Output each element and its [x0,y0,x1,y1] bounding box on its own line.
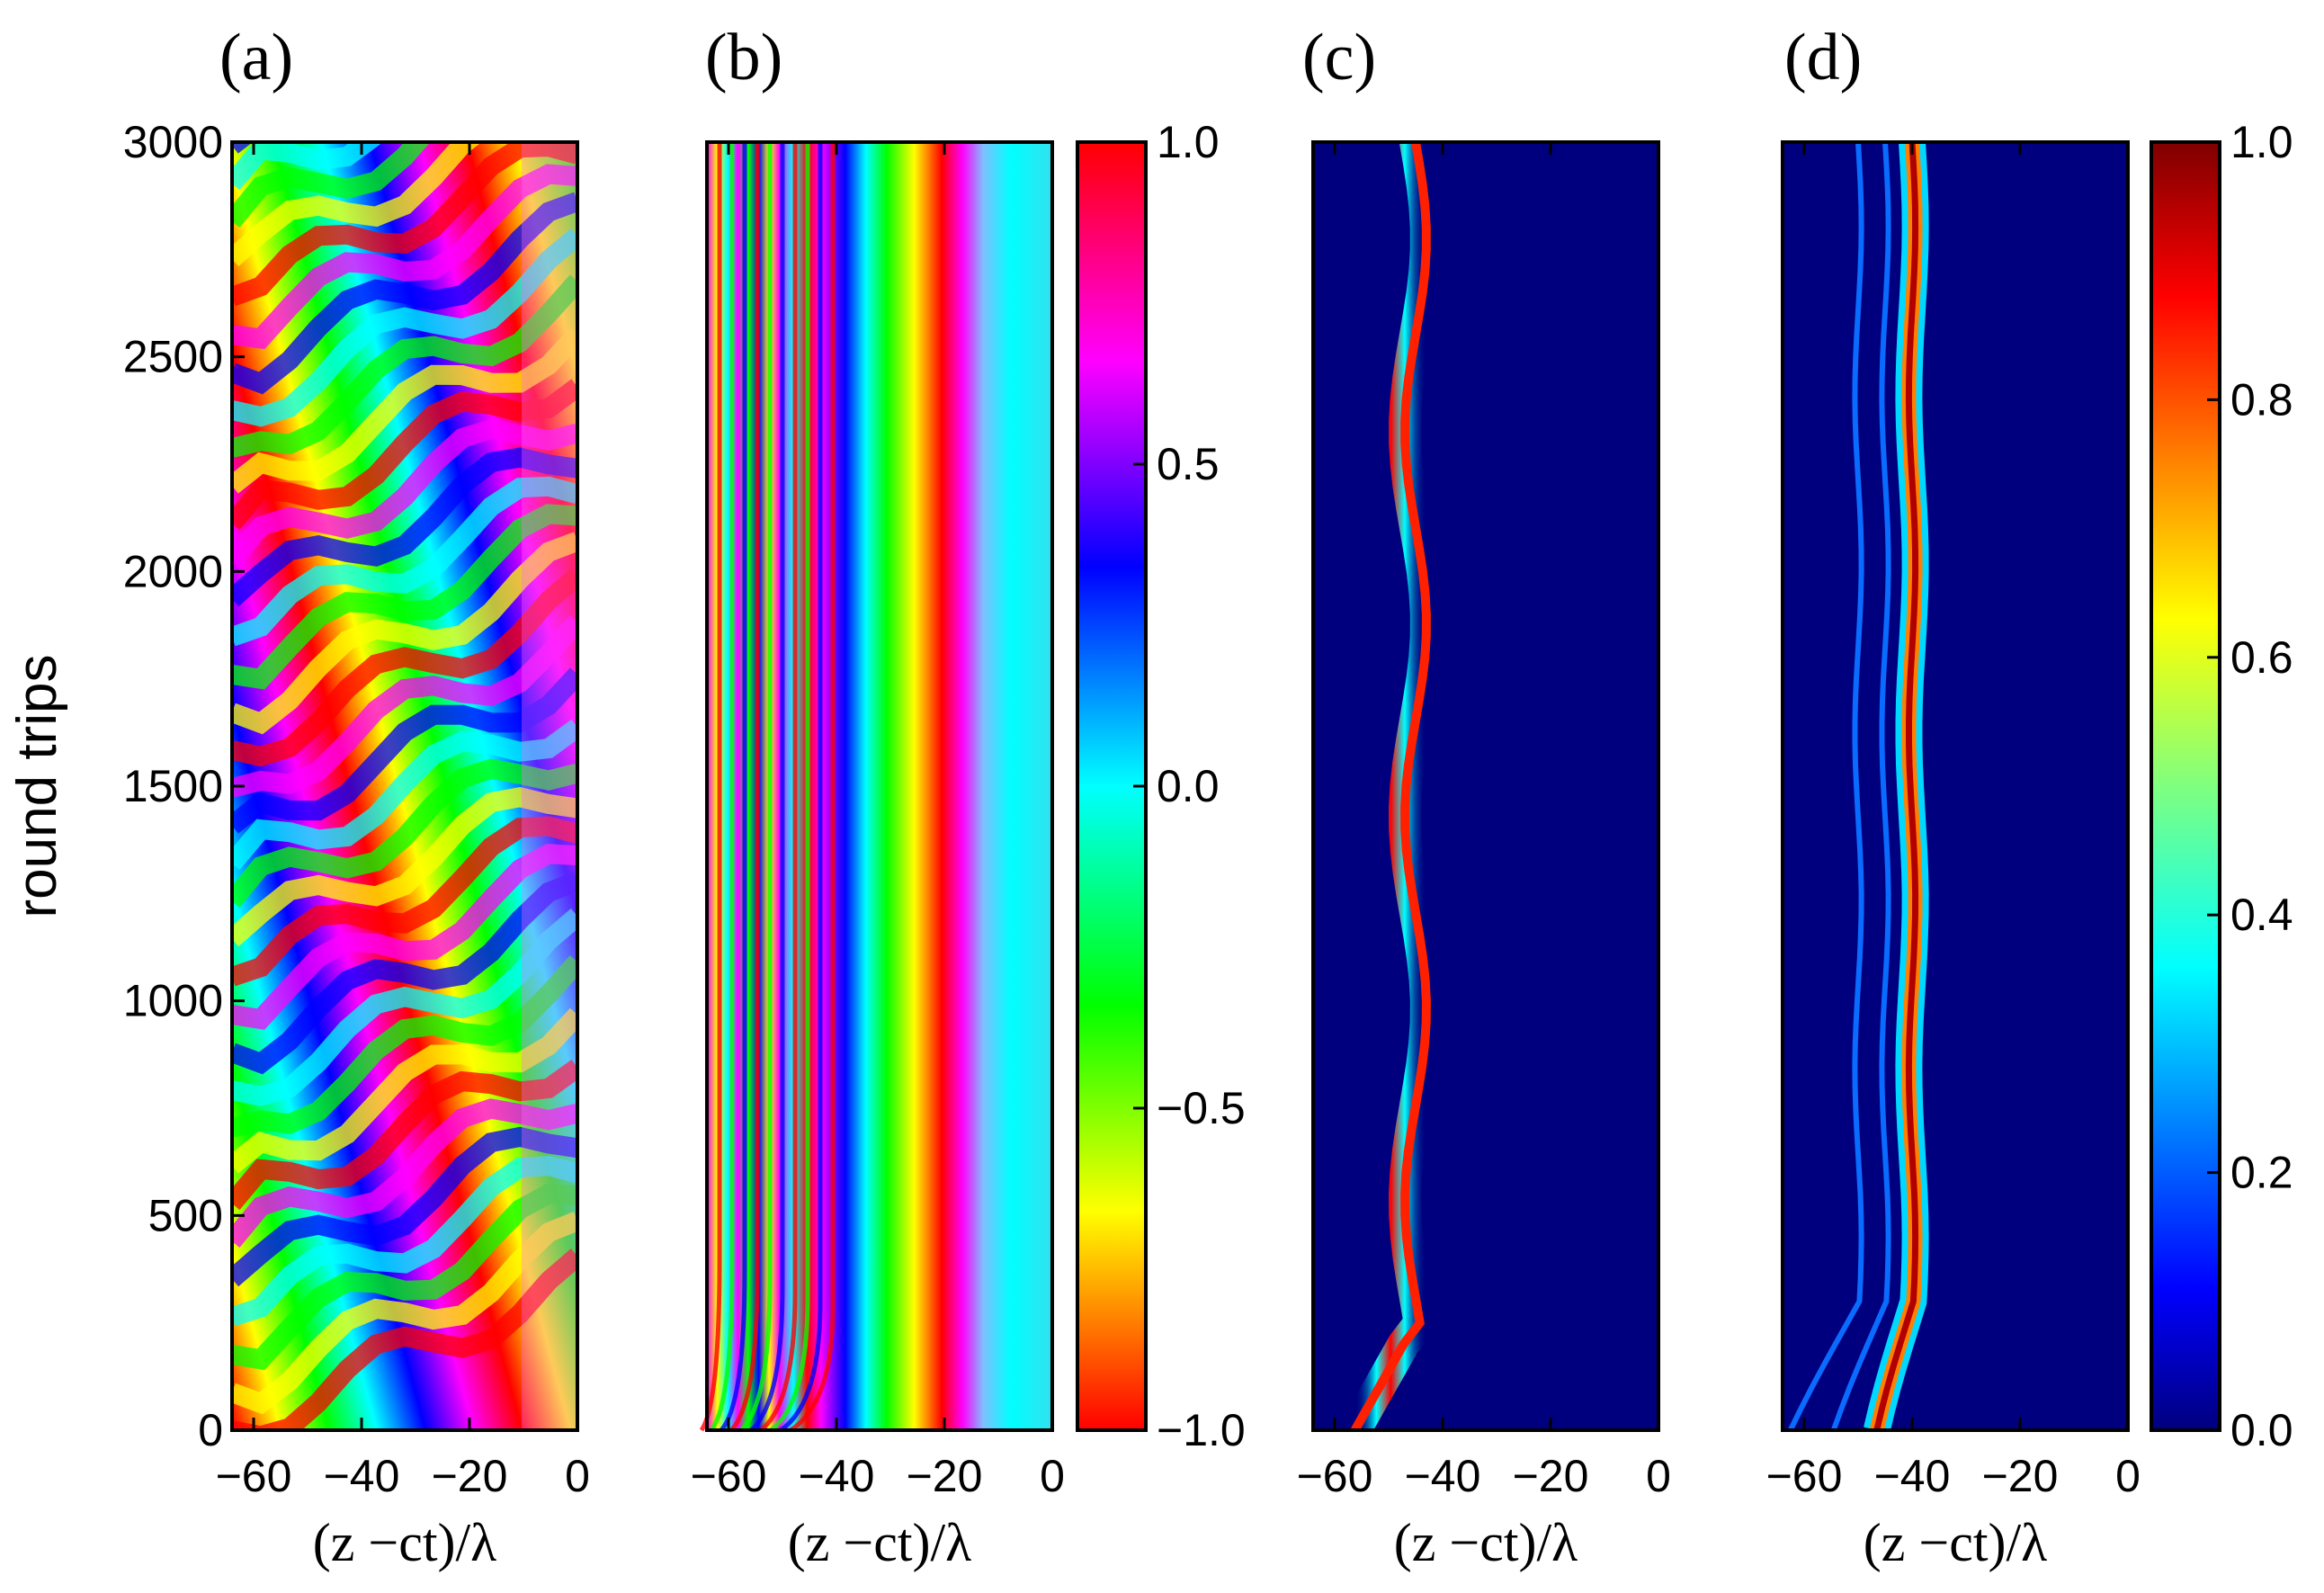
colorbar-tick-label: 1.0 [1157,117,1220,167]
colorbar-tick-label: −0.5 [1157,1083,1246,1133]
panel-b-heatmap [699,142,1052,1433]
ytick-label: 2000 [123,546,223,596]
xtick-label: 0 [2115,1451,2141,1501]
phase-stripe [232,327,577,494]
xtick-label: −40 [1405,1451,1481,1501]
colorbar-tick-label: 0.6 [2230,632,2293,683]
xtick-label: −60 [691,1451,767,1501]
ytick-label: 1500 [123,761,223,811]
xlabel-c: (z −ct)/λ [1394,1513,1578,1572]
phase-stripe [232,844,577,1030]
phase-stripe [232,418,577,568]
ytick-label: 3000 [123,117,223,167]
phase-curve [720,142,747,1432]
xtick-label: 0 [565,1451,590,1501]
panel-label-c: (c) [1302,21,1376,94]
phase-stripe [232,142,482,267]
phase-stripe [232,816,577,987]
panel-d-frame [1781,140,2130,1432]
phase-stripe [232,1059,577,1211]
panel-label-a: (a) [219,21,293,94]
xtick-label: 0 [1646,1451,1671,1501]
phase-stripe [232,1098,577,1248]
phase-stripe [232,379,577,531]
phase-stripe [232,142,383,191]
phase-curve [709,142,735,1432]
phase-stripe [232,1184,577,1371]
phase-stripe [232,1126,577,1287]
panel-label-b: (b) [705,21,782,94]
ytick-label: 0 [198,1405,223,1455]
phase-stripe [232,872,577,1075]
phase-stripe [232,164,577,350]
phase-stripe [232,228,577,427]
phase-stripe [232,667,577,834]
colorbar-tick-label: 0.0 [2230,1405,2293,1455]
phase-stripe [232,274,577,458]
phase-stripe [232,532,577,735]
xtick-label: 0 [1040,1451,1065,1501]
phase-stripe [232,719,577,871]
xtick-label: −60 [1297,1451,1373,1501]
colorbar-intensity [2150,140,2221,1432]
phase-curve [769,142,810,1433]
ytick-label: 1000 [123,976,223,1026]
colorbar-tick-label: 0.2 [2230,1148,2293,1198]
phase-curve [779,142,823,1433]
panel-c-frame [1311,140,1660,1432]
xtick-label: −20 [1982,1451,2059,1501]
colorbar-tick-label: 1.0 [2230,117,2293,167]
phase-stripe [232,955,577,1138]
ytick-label: 500 [148,1190,223,1240]
colorbar-tick-label: 0.4 [2230,890,2293,940]
xtick-label: −60 [216,1451,292,1501]
xlabel-a: (z −ct)/λ [313,1513,497,1572]
panel-c-heatmap [1313,142,1658,1430]
colorbar-tick-label: −1.0 [1157,1405,1246,1455]
xtick-label: −20 [1513,1451,1589,1501]
noise-band [522,142,577,1430]
panel-b-frame [705,140,1054,1432]
phase-stripe [232,1155,577,1327]
phase-stripe [232,1007,577,1174]
colorbar-tick-label: 0.0 [1157,761,1220,811]
xlabel-b: (z −ct)/λ [788,1513,972,1572]
phase-stripe [232,568,577,767]
panel-label-d: (d) [1784,21,1862,94]
xtick-label: −20 [907,1451,983,1501]
phase-stripe [232,1212,577,1415]
xtick-label: −40 [1874,1451,1951,1501]
phase-stripe [232,614,577,798]
phase-stripe [232,192,577,395]
xtick-label: −40 [324,1451,400,1501]
phase-stripe [232,908,577,1106]
phase-stripe [232,1248,577,1430]
phase-curve [759,142,798,1432]
phase-stripe [232,142,577,307]
xtick-label: −40 [799,1451,875,1501]
phase-stripe [232,504,577,690]
phase-stripe [232,142,431,228]
phase-curve [749,142,785,1432]
xlabel-d: (z −ct)/λ [1864,1513,2048,1572]
xtick-label: −20 [432,1451,508,1501]
phase-curve [739,142,773,1432]
panel-a-heatmap [232,142,577,1430]
phase-curve [729,142,760,1432]
phase-stripe [232,758,577,908]
colorbar-tick-label: 0.8 [2230,374,2293,425]
phase-stripe [232,447,577,607]
colorbar-tick-label: 0.5 [1157,439,1220,489]
phase-stripe [232,787,577,947]
panel-d-heatmap [1783,142,2128,1430]
xtick-label: −60 [1766,1451,1843,1501]
phase-stripe [232,476,577,647]
ytick-label: 2500 [123,332,223,382]
phase-curve [789,142,836,1433]
ylabel-a: round trips [6,655,68,918]
